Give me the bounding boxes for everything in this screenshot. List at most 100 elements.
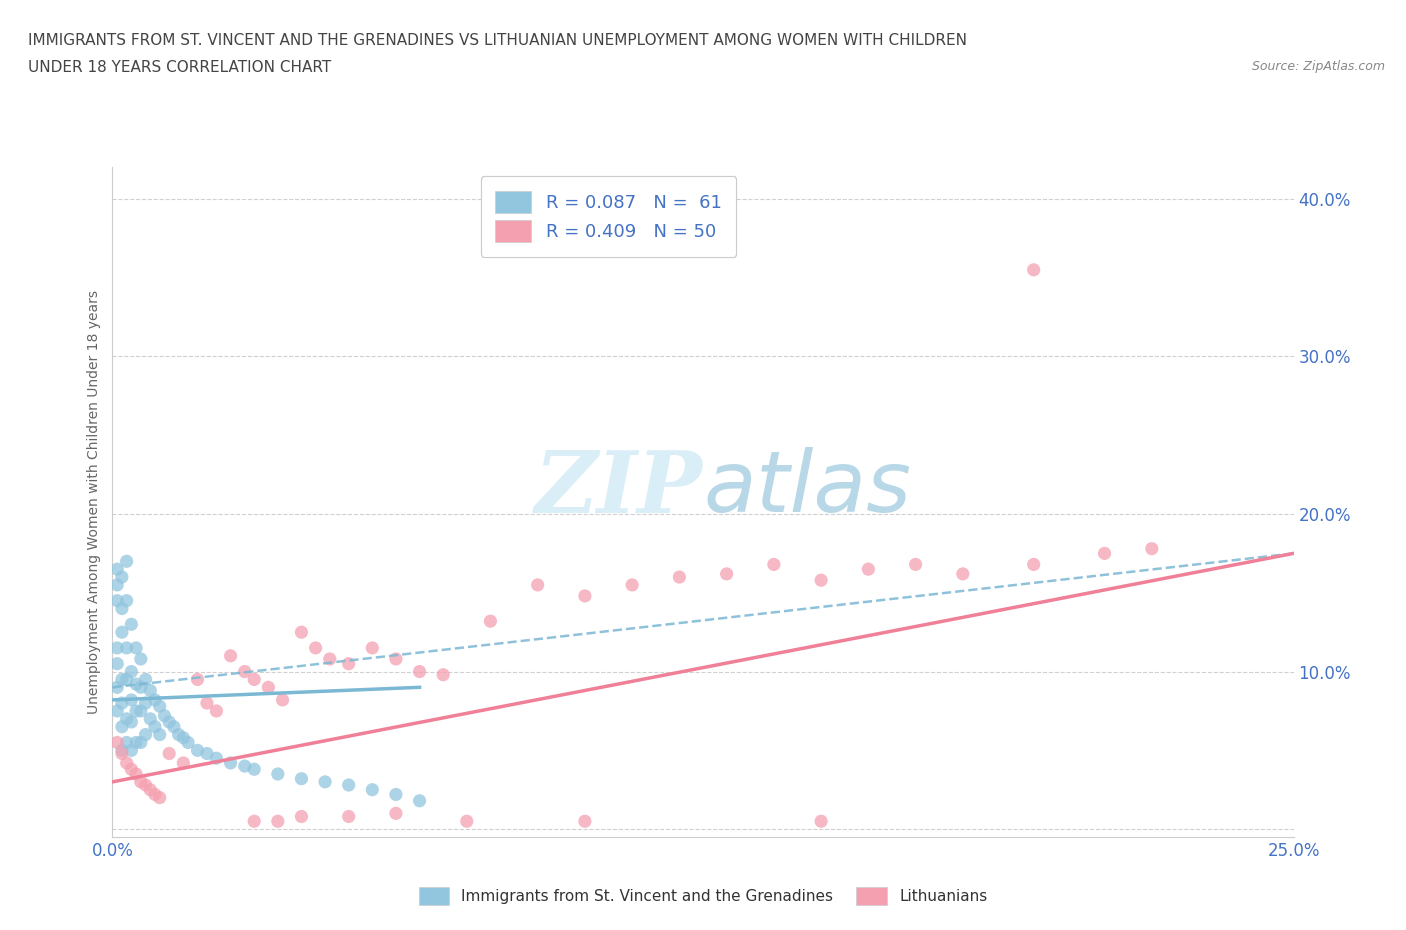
Point xyxy=(257,680,280,695)
Point xyxy=(1140,541,1163,556)
Point xyxy=(143,719,166,734)
Point xyxy=(385,787,408,802)
Point xyxy=(1094,546,1116,561)
Point xyxy=(129,703,152,718)
Point xyxy=(125,641,148,656)
Point xyxy=(337,777,360,792)
Text: UNDER 18 YEARS CORRELATION CHART: UNDER 18 YEARS CORRELATION CHART xyxy=(28,60,332,75)
Legend: Immigrants from St. Vincent and the Grenadines, Lithuanians: Immigrants from St. Vincent and the Gren… xyxy=(411,879,995,913)
Point xyxy=(129,775,152,790)
Point xyxy=(105,593,128,608)
Point xyxy=(479,614,502,629)
Point xyxy=(115,593,138,608)
Point xyxy=(810,573,832,588)
Point xyxy=(139,683,162,698)
Point xyxy=(139,711,162,726)
Point xyxy=(111,625,134,640)
Point xyxy=(125,735,148,750)
Point xyxy=(408,664,430,679)
Point xyxy=(129,680,152,695)
Point xyxy=(115,672,138,687)
Point xyxy=(149,790,172,805)
Point xyxy=(115,735,138,750)
Point xyxy=(115,755,138,770)
Point xyxy=(858,562,880,577)
Point xyxy=(172,755,194,770)
Point xyxy=(385,652,408,667)
Point xyxy=(574,589,596,604)
Point xyxy=(172,730,194,745)
Point xyxy=(105,703,128,718)
Point xyxy=(574,814,596,829)
Point xyxy=(361,641,384,656)
Point xyxy=(105,641,128,656)
Point xyxy=(810,814,832,829)
Text: atlas: atlas xyxy=(703,447,911,530)
Point xyxy=(115,554,138,569)
Point xyxy=(143,787,166,802)
Point xyxy=(129,735,152,750)
Point xyxy=(186,743,208,758)
Point xyxy=(167,727,190,742)
Point xyxy=(361,782,384,797)
Point xyxy=(120,743,142,758)
Point xyxy=(125,677,148,692)
Point xyxy=(129,652,152,667)
Point xyxy=(716,566,738,581)
Point xyxy=(111,743,134,758)
Point xyxy=(526,578,548,592)
Point xyxy=(233,664,256,679)
Point xyxy=(219,648,242,663)
Point xyxy=(120,617,142,631)
Point xyxy=(115,641,138,656)
Point xyxy=(952,566,974,581)
Point xyxy=(111,746,134,761)
Point xyxy=(135,727,157,742)
Point xyxy=(135,696,157,711)
Point xyxy=(904,557,927,572)
Point xyxy=(157,714,180,729)
Point xyxy=(120,693,142,708)
Point xyxy=(149,727,172,742)
Point xyxy=(205,751,228,765)
Point xyxy=(105,657,128,671)
Point xyxy=(267,766,290,781)
Point xyxy=(1022,262,1045,277)
Point xyxy=(111,601,134,616)
Point xyxy=(111,672,134,687)
Point xyxy=(143,693,166,708)
Point xyxy=(290,809,312,824)
Point xyxy=(111,696,134,711)
Point xyxy=(762,557,785,572)
Point xyxy=(195,746,218,761)
Point xyxy=(115,711,138,726)
Text: IMMIGRANTS FROM ST. VINCENT AND THE GRENADINES VS LITHUANIAN UNEMPLOYMENT AMONG : IMMIGRANTS FROM ST. VINCENT AND THE GREN… xyxy=(28,33,967,47)
Point xyxy=(105,680,128,695)
Point xyxy=(105,562,128,577)
Point xyxy=(120,714,142,729)
Point xyxy=(195,696,218,711)
Point xyxy=(337,657,360,671)
Point xyxy=(163,719,186,734)
Point xyxy=(120,762,142,777)
Point xyxy=(205,703,228,718)
Point xyxy=(319,652,342,667)
Point xyxy=(105,578,128,592)
Point xyxy=(243,672,266,687)
Point xyxy=(290,771,312,786)
Point xyxy=(157,746,180,761)
Point xyxy=(111,569,134,584)
Y-axis label: Unemployment Among Women with Children Under 18 years: Unemployment Among Women with Children U… xyxy=(87,290,101,714)
Point xyxy=(135,777,157,792)
Point xyxy=(304,641,326,656)
Text: ZIP: ZIP xyxy=(536,447,703,530)
Point xyxy=(1022,557,1045,572)
Point xyxy=(271,693,294,708)
Point xyxy=(243,814,266,829)
Point xyxy=(177,735,200,750)
Point xyxy=(186,672,208,687)
Point xyxy=(267,814,290,829)
Point xyxy=(111,719,134,734)
Point xyxy=(456,814,478,829)
Point xyxy=(233,759,256,774)
